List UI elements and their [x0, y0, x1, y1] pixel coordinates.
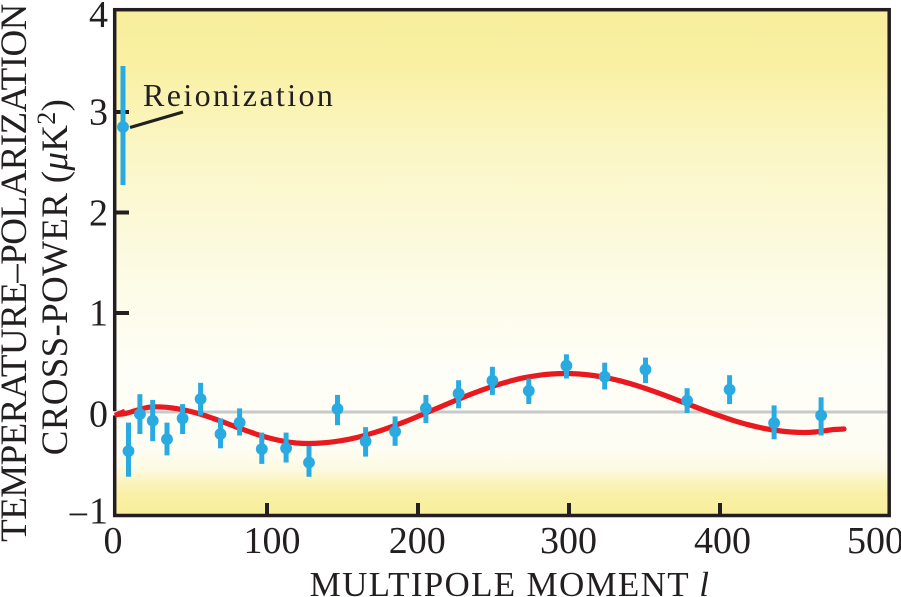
svg-text:300: 300 [540, 520, 597, 562]
svg-text:500: 500 [847, 520, 901, 562]
svg-text:100: 100 [244, 520, 301, 562]
svg-text:400: 400 [694, 520, 751, 562]
svg-text:1: 1 [89, 293, 108, 335]
svg-text:CROSS-POWER (μK2): CROSS-POWER (μK2) [32, 99, 76, 455]
svg-text:4: 4 [89, 0, 108, 36]
svg-text:TEMPERATURE–POLARIZATION: TEMPERATURE–POLARIZATION [0, 4, 35, 542]
svg-text:MULTIPOLE MOMENT l: MULTIPOLE MOMENT l [310, 565, 711, 597]
svg-text:−1: −1 [68, 491, 108, 537]
svg-text:0: 0 [104, 520, 123, 562]
svg-text:200: 200 [389, 520, 446, 562]
svg-text:2: 2 [89, 192, 108, 234]
svg-text:Reionization: Reionization [143, 77, 335, 113]
svg-text:0: 0 [89, 394, 108, 436]
svg-text:3: 3 [89, 92, 108, 134]
